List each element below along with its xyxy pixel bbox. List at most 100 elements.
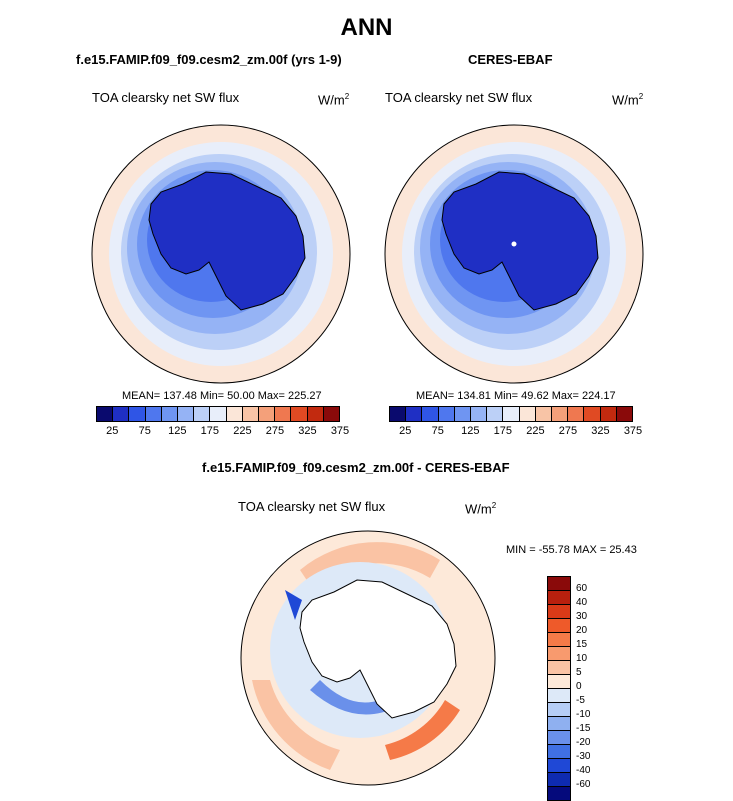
model-colorbar-swatch xyxy=(113,407,130,421)
diff-colorbar-ticks: 60 40 30 20 15 10 5 0 -5 -10 -15 -20 -30 -40 -60 xyxy=(576,576,616,790)
obs-colorbar-tick-label: 225 xyxy=(526,425,545,437)
obs-colorbar-tick-label: 375 xyxy=(623,425,643,437)
diff-colorbar-tick-label: -30 xyxy=(576,751,591,762)
obs-colorbar-swatch xyxy=(406,407,423,421)
model-colorbar-tick-label: 75 xyxy=(138,425,151,437)
model-colorbar-swatch xyxy=(178,407,195,421)
diff-colorbar-tick-label: -10 xyxy=(576,709,591,720)
diff-colorbar-swatch xyxy=(548,689,570,703)
obs-colorbar-swatch xyxy=(568,407,585,421)
obs-colorbar-tick-label: 75 xyxy=(431,425,444,437)
diff-colorbar-tick-label: 30 xyxy=(576,611,588,622)
model-colorbar-swatch xyxy=(291,407,308,421)
diff-colorbar-tick-label: -20 xyxy=(576,737,591,748)
obs-colorbar-tick-label: 125 xyxy=(461,425,480,437)
obs-colorbar-swatch xyxy=(600,407,617,421)
diff-colorbar-swatch xyxy=(548,619,570,633)
model-colorbar-tick-label: 225 xyxy=(233,425,252,437)
obs-colorbar-swatch xyxy=(487,407,504,421)
model-colorbar-swatch xyxy=(226,407,243,421)
figure-title: ANN xyxy=(340,14,393,41)
diff-polar-map xyxy=(240,530,496,786)
diff-colorbar-swatch xyxy=(548,731,570,745)
obs-colorbar-tick-label: 175 xyxy=(493,425,513,437)
model-stats: MEAN= 137.48 Min= 50.00 Max= 225.27 xyxy=(122,390,322,402)
diff-colorbar-swatch xyxy=(548,661,570,675)
diff-colorbar-tick-label: 15 xyxy=(576,639,588,650)
obs-colorbar-swatch xyxy=(616,407,633,421)
diff-colorbar-swatch xyxy=(548,605,570,619)
diff-colorbar-tick-label: 60 xyxy=(576,583,588,594)
diff-colorbar xyxy=(547,576,571,801)
model-colorbar-swatch xyxy=(161,407,179,421)
diff-colorbar-tick-label: -40 xyxy=(576,765,591,776)
diff-colorbar-tick-label: -15 xyxy=(576,723,591,734)
diff-colorbar-swatch xyxy=(548,745,570,759)
diff-colorbar-swatch xyxy=(548,675,570,689)
obs-units-label: W/m2 xyxy=(612,92,644,108)
diff-panel-heading: f.e15.FAMIP.f09_f09.cesm2_zm.00f - CERES… xyxy=(202,460,510,475)
model-colorbar-tick-label: 375 xyxy=(330,425,350,437)
model-colorbar-swatch xyxy=(323,407,340,421)
diff-variable-label: TOA clearsky net SW flux xyxy=(238,499,386,514)
diff-colorbar-swatch xyxy=(548,773,570,787)
obs-colorbar-swatch xyxy=(471,407,488,421)
diff-stats: MIN = -55.78 MAX = 25.43 xyxy=(506,544,637,556)
model-colorbar-swatch xyxy=(210,407,227,421)
obs-colorbar-swatch xyxy=(535,407,553,421)
diff-colorbar-tick-label: 0 xyxy=(576,681,582,692)
diff-colorbar-swatch xyxy=(548,703,570,717)
antarctica-landmass xyxy=(148,171,306,311)
model-colorbar-tick-label: 175 xyxy=(200,425,220,437)
obs-colorbar-swatch xyxy=(503,407,520,421)
obs-colorbar-tick-label: 25 xyxy=(399,425,412,437)
diff-colorbar-swatch xyxy=(548,647,570,661)
obs-colorbar-swatch xyxy=(584,407,601,421)
obs-variable-label: TOA clearsky net SW flux xyxy=(385,90,533,105)
obs-colorbar-swatch xyxy=(454,407,472,421)
diff-colorbar-swatch xyxy=(548,787,570,800)
obs-colorbar-tick-label: 325 xyxy=(591,425,610,437)
diff-colorbar-tick-label: 40 xyxy=(576,597,588,608)
diff-units-label: W/m2 xyxy=(465,501,497,517)
model-variable-label: TOA clearsky net SW flux xyxy=(92,90,240,105)
obs-colorbar: 25 75 125 175 225 275 325 375 xyxy=(389,406,642,438)
diff-colorbar-tick-label: -5 xyxy=(576,695,585,706)
obs-stats: MEAN= 134.81 Min= 49.62 Max= 224.17 xyxy=(416,390,616,402)
obs-colorbar-swatch xyxy=(422,407,439,421)
diff-colorbar-swatch xyxy=(548,577,570,591)
obs-polar-map xyxy=(384,124,644,384)
obs-colorbar-swatch xyxy=(519,407,536,421)
model-colorbar-swatch xyxy=(194,407,211,421)
model-colorbar-tick-label: 25 xyxy=(106,425,119,437)
diff-colorbar-tick-label: 20 xyxy=(576,625,588,636)
diff-colorbar-tick-label: 5 xyxy=(576,667,582,678)
model-colorbar: 25 75 125 175 225 275 325 375 xyxy=(96,406,349,438)
obs-colorbar-tick-label: 275 xyxy=(558,425,578,437)
model-units-label: W/m2 xyxy=(318,92,350,108)
obs-colorbar-swatch xyxy=(438,407,455,421)
model-colorbar-swatch xyxy=(97,407,114,421)
model-colorbar-swatch xyxy=(145,407,162,421)
obs-colorbar-swatch xyxy=(552,407,569,421)
diff-colorbar-swatch xyxy=(548,633,570,647)
model-colorbar-tick-label: 125 xyxy=(168,425,187,437)
antarctica-landmass xyxy=(441,171,599,311)
model-colorbar-swatch xyxy=(129,407,146,421)
model-colorbar-tick-label: 325 xyxy=(298,425,317,437)
model-panel-heading: f.e15.FAMIP.f09_f09.cesm2_zm.00f (yrs 1-… xyxy=(76,52,342,67)
diff-colorbar-tick-label: -60 xyxy=(576,779,591,790)
model-colorbar-swatch xyxy=(242,407,260,421)
diff-colorbar-swatch xyxy=(548,591,570,605)
model-colorbar-swatch xyxy=(275,407,292,421)
antarctica-landmass xyxy=(299,579,457,719)
model-polar-map xyxy=(91,124,351,384)
diff-colorbar-swatch xyxy=(548,717,570,731)
model-colorbar-tick-label: 275 xyxy=(265,425,285,437)
pole-marker xyxy=(511,241,517,247)
diff-colorbar-tick-label: 10 xyxy=(576,653,588,664)
obs-panel-heading: CERES-EBAF xyxy=(468,52,553,67)
model-colorbar-swatch xyxy=(307,407,324,421)
model-colorbar-swatch xyxy=(259,407,276,421)
diff-colorbar-swatch xyxy=(548,759,570,773)
